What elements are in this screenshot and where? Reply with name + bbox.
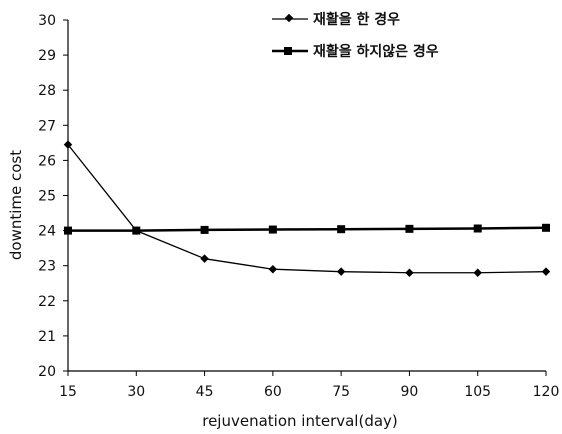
y-tick-label: 29 [38, 48, 56, 64]
data-point-square [64, 226, 72, 235]
data-point-square [542, 223, 550, 232]
y-tick-label: 30 [38, 13, 56, 29]
y-tick-label: 22 [38, 294, 56, 310]
x-tick-label: 30 [127, 384, 145, 400]
y-tick-label: 24 [38, 224, 56, 240]
x-tick-label: 105 [464, 384, 491, 400]
y-tick-label: 21 [38, 329, 56, 345]
x-tick-label: 75 [332, 384, 350, 400]
data-point-diamond [200, 254, 209, 263]
x-tick-label: 45 [196, 384, 214, 400]
y-tick-label: 28 [38, 83, 56, 99]
legend-marker-diamond [284, 13, 294, 23]
data-point-square [337, 225, 346, 234]
x-axis-ticks: 15 30 45 60 75 90 105 120 [59, 371, 559, 400]
x-axis-title: rejuvenation interval(day) [202, 412, 398, 430]
data-point-square [268, 225, 277, 234]
series-layer [63, 140, 551, 277]
y-axis-ticks: 20 21 22 23 24 25 26 27 28 29 30 [38, 13, 68, 380]
legend-marker-square [284, 47, 292, 55]
series-line-2 [68, 226, 547, 232]
data-point-diamond [268, 264, 278, 274]
data-point-diamond [541, 267, 551, 276]
data-point-square [473, 224, 482, 233]
legend-label-1: 재활을 한 경우 [313, 11, 400, 28]
x-tick-label: 90 [401, 384, 419, 400]
y-tick-label: 23 [38, 259, 56, 275]
legend-item-no-rejuvenation: 재활을 하지않은 경우 [272, 43, 439, 60]
data-point-square [405, 224, 414, 233]
y-tick-label: 25 [38, 189, 56, 205]
data-point-diamond [336, 267, 346, 276]
y-tick-label: 20 [38, 364, 56, 380]
series-line-1 [67, 144, 547, 274]
data-point-diamond [63, 140, 73, 149]
plot-area [67, 20, 546, 372]
data-point-square [132, 226, 141, 235]
data-point-diamond [405, 268, 414, 277]
data-point-square [200, 225, 209, 234]
legend: 재활을 한 경우 재활을 하지않은 경우 [272, 11, 439, 60]
x-tick-label: 60 [264, 384, 282, 400]
y-tick-label: 27 [38, 118, 56, 134]
legend-label-2: 재활을 하지않은 경우 [313, 43, 439, 60]
y-axis-title: downtime cost [7, 150, 25, 260]
legend-item-rejuvenation: 재활을 한 경우 [272, 11, 400, 28]
y-tick-label: 26 [38, 153, 56, 169]
x-tick-label: 15 [59, 384, 77, 400]
x-tick-label: 120 [533, 384, 560, 400]
data-point-diamond [473, 268, 482, 277]
